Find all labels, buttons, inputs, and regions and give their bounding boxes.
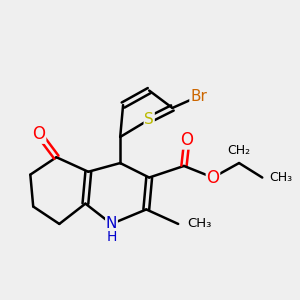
Text: CH₂: CH₂ bbox=[227, 144, 250, 157]
Text: CH₃: CH₃ bbox=[187, 218, 211, 230]
Text: CH₃: CH₃ bbox=[269, 171, 292, 184]
Text: Br: Br bbox=[190, 89, 207, 104]
Text: O: O bbox=[206, 169, 220, 187]
Text: O: O bbox=[32, 125, 46, 143]
Text: N: N bbox=[106, 216, 117, 231]
Text: H: H bbox=[106, 230, 117, 244]
Text: S: S bbox=[144, 112, 154, 127]
Text: O: O bbox=[180, 131, 194, 149]
